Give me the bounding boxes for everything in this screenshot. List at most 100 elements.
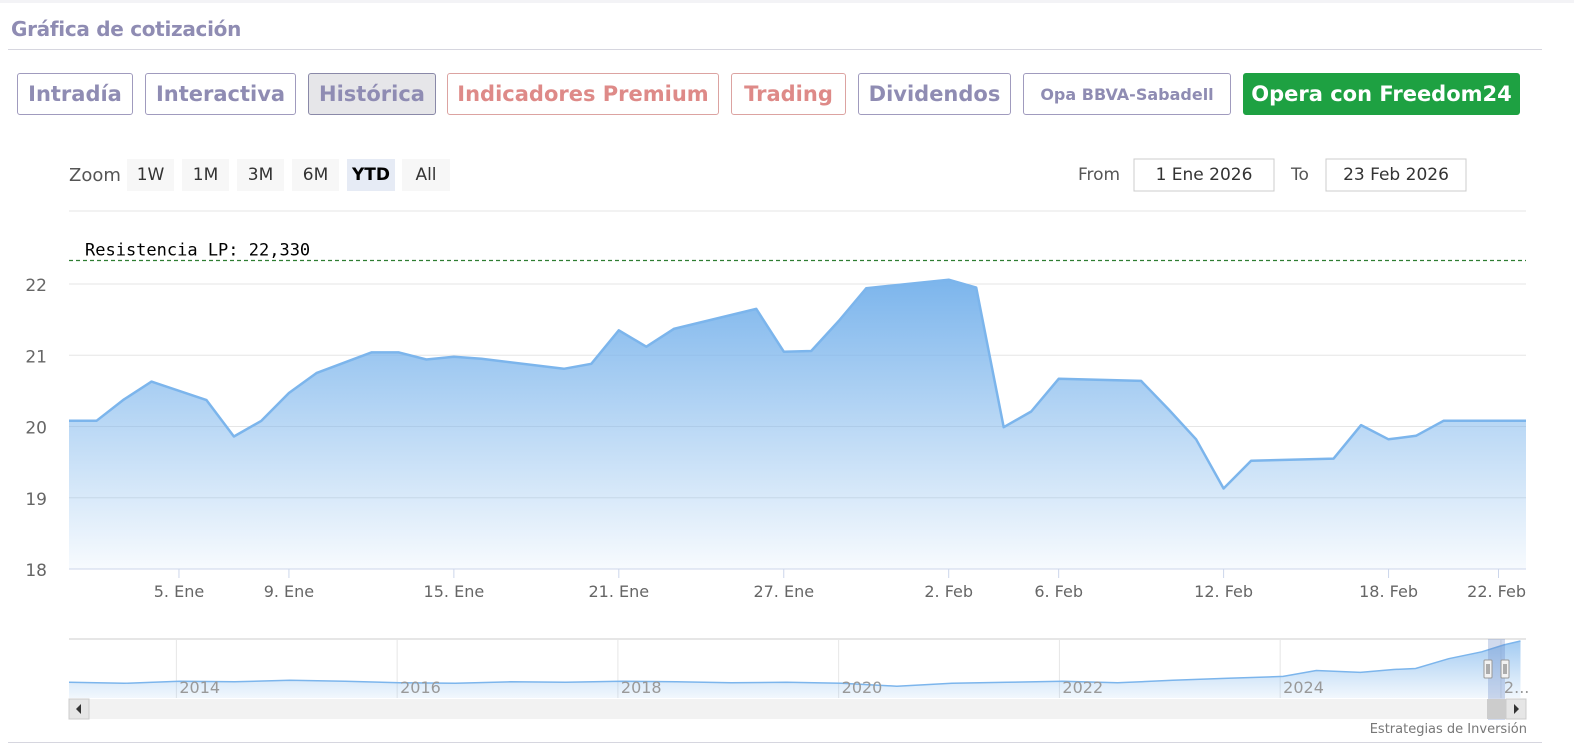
- price-point-24: [975, 286, 977, 289]
- range-to-input[interactable]: 23 Feb 2026: [1325, 158, 1467, 192]
- navigator-x-label: 2022: [1062, 678, 1103, 697]
- zoom-button-bg: [402, 159, 450, 191]
- price-point-26: [1030, 410, 1032, 413]
- price-point-13: [563, 367, 565, 370]
- bottom-divider: [8, 742, 1542, 743]
- handle-body: [1483, 659, 1493, 679]
- y-tick-label-21: 21: [25, 347, 47, 367]
- tab-indicadores-premium[interactable]: Indicadores Premium: [447, 73, 719, 115]
- zoom-button-label: YTD: [351, 165, 390, 185]
- range-to-box: [1325, 158, 1467, 192]
- price-point-9: [398, 351, 400, 354]
- navigator-scrollbar[interactable]: [68, 698, 1527, 720]
- x-tick-label: 5. Ene: [154, 582, 204, 601]
- x-tick-label: 18. Feb: [1359, 582, 1418, 601]
- zoom-button-3m[interactable]: 3M: [237, 159, 284, 191]
- price-point-25: [1002, 426, 1005, 429]
- price-point-16: [645, 345, 648, 348]
- price-point-0: [95, 420, 98, 422]
- price-point-21: [837, 320, 840, 322]
- price-point-32: [1250, 459, 1252, 462]
- range-to-label: To: [1290, 165, 1309, 185]
- x-tick-label: 27. Ene: [753, 582, 814, 601]
- scrollbar-thumb: [1487, 699, 1506, 719]
- y-tick-label-19: 19: [25, 490, 47, 510]
- x-tick-label: 21. Ene: [588, 582, 649, 601]
- title-divider: [8, 49, 1542, 50]
- scrollbar-right-button[interactable]: [1505, 698, 1527, 720]
- price-point-28: [1140, 380, 1142, 382]
- zoom-button-label: 6M: [303, 165, 328, 185]
- chart-credit: Estrategias de Inversión: [1369, 722, 1527, 737]
- price-point-17: [672, 328, 675, 330]
- zoom-button-bg: [347, 159, 395, 191]
- price-point-20: [810, 350, 813, 352]
- price-point-23: [947, 278, 950, 281]
- scrollbar-track: [69, 699, 1526, 719]
- y-tick-label-18: 18: [25, 561, 47, 581]
- price-point-3: [205, 399, 208, 401]
- price-point-6: [288, 392, 290, 394]
- price-points: [95, 278, 1445, 490]
- zoom-button-bg: [237, 159, 284, 191]
- tab-opa-bbva-sabadell[interactable]: Opa BBVA-Sabadell: [1023, 73, 1231, 115]
- price-point-15: [618, 329, 620, 332]
- range-from-label: From: [1078, 165, 1120, 185]
- price-point-27: [1057, 377, 1060, 380]
- price-point-8: [370, 351, 373, 354]
- tab-historica[interactable]: Histórica: [308, 73, 436, 115]
- handle-body: [1500, 659, 1510, 679]
- arrow-left-icon: [76, 704, 81, 714]
- zoom-button-ytd[interactable]: YTD: [347, 159, 395, 191]
- navigator-x-label: 2...: [1504, 678, 1529, 697]
- tab-dividendos[interactable]: Dividendos: [858, 73, 1011, 115]
- price-point-5: [260, 420, 263, 422]
- navigator-x-label: 2024: [1283, 678, 1324, 697]
- y-tick-label-20: 20: [25, 419, 47, 439]
- tab-intradia[interactable]: Intradía: [17, 73, 133, 115]
- navigator-handle-left[interactable]: [1483, 659, 1493, 679]
- price-point-11: [453, 355, 455, 358]
- price-line: [69, 278, 1526, 490]
- x-tick-label: 22. Feb: [1467, 582, 1526, 601]
- zoom-button-1m[interactable]: 1M: [182, 159, 229, 191]
- zoom-button-label: 1M: [193, 165, 218, 185]
- navigator-x-label: 2016: [400, 678, 441, 697]
- price-point-36: [1415, 434, 1417, 437]
- price-point-14: [590, 363, 593, 365]
- zoom-button-1w[interactable]: 1W: [127, 159, 174, 191]
- tab-interactiva[interactable]: Interactiva: [145, 73, 296, 115]
- price-area: [69, 279, 1526, 569]
- x-tick-label: 6. Feb: [1034, 582, 1083, 601]
- price-point-7: [315, 372, 318, 374]
- tab-trading[interactable]: Trading: [731, 73, 846, 115]
- navigator-line: [68, 640, 1521, 687]
- zoom-button-label: 3M: [248, 165, 273, 185]
- x-tick-label: 9. Ene: [264, 582, 314, 601]
- zoom-button-label: 1W: [137, 165, 165, 185]
- price-point-29: [1167, 408, 1170, 411]
- price-point-12: [480, 358, 483, 360]
- range-from-input[interactable]: 1 Ene 2026: [1133, 158, 1275, 192]
- zoom-label: Zoom: [69, 165, 121, 186]
- navigator-x-label: 2020: [842, 678, 883, 697]
- navigator-x-label: 2018: [621, 678, 662, 697]
- price-point-10: [425, 358, 428, 361]
- zoom-button-label: All: [415, 165, 436, 185]
- price-chart: Zoom 1W 1M 3M 6M YTD All From 1 Ene 2026 To 23 Feb…: [25, 158, 1529, 720]
- price-point-19: [782, 350, 785, 353]
- price-point-30: [1195, 438, 1197, 441]
- freedom24-button[interactable]: Opera con Freedom24: [1243, 73, 1520, 115]
- price-point-22: [865, 287, 868, 290]
- x-tick-label: 2. Feb: [924, 582, 973, 601]
- top-rule: [0, 0, 1574, 3]
- zoom-button-all[interactable]: All: [402, 159, 450, 191]
- price-point-35: [1387, 438, 1390, 441]
- range-from-box: [1133, 158, 1275, 192]
- zoom-button-6m[interactable]: 6M: [292, 159, 339, 191]
- price-point-31: [1222, 487, 1225, 490]
- navigator-handle-right[interactable]: [1500, 659, 1510, 679]
- scrollbar-left-button[interactable]: [68, 698, 90, 720]
- arrow-right-icon: [1514, 704, 1519, 714]
- range-to-value: 23 Feb 2026: [1343, 165, 1449, 185]
